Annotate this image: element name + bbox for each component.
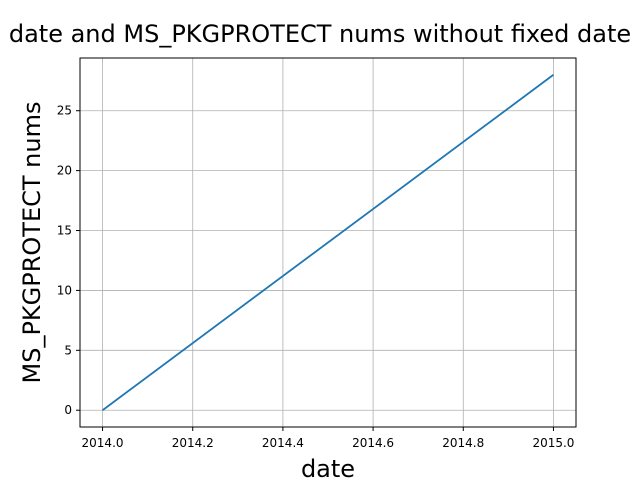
x-tick-label: 2015.0 — [532, 436, 574, 450]
y-axis-ticks: 0 5 10 15 20 25 — [57, 104, 80, 417]
y-tick-label: 10 — [57, 283, 72, 297]
y-tick-label: 25 — [57, 104, 72, 118]
series-line — [102, 74, 554, 411]
x-axis-ticks: 2014.0 2014.2 2014.4 2014.6 2014.8 2015.0 — [82, 427, 574, 450]
x-tick-label: 2014.6 — [352, 436, 394, 450]
y-tick-label: 15 — [57, 224, 72, 238]
x-axis-label: date — [301, 455, 355, 480]
y-tick-label: 0 — [64, 403, 72, 417]
x-tick-label: 2014.2 — [172, 436, 214, 450]
y-tick-label: 20 — [57, 164, 72, 178]
plot-frame — [79, 57, 577, 428]
series-layer — [102, 74, 554, 411]
y-axis-label: MS_PKGPROTECT nums — [18, 102, 46, 384]
grid-lines — [80, 58, 576, 427]
x-tick-label: 2014.4 — [262, 436, 304, 450]
y-tick-label: 5 — [64, 343, 72, 357]
chart-title: date and MS_PKGPROTECT nums without fixe… — [8, 20, 632, 48]
x-tick-label: 2014.0 — [82, 436, 124, 450]
x-tick-label: 2014.8 — [442, 436, 484, 450]
